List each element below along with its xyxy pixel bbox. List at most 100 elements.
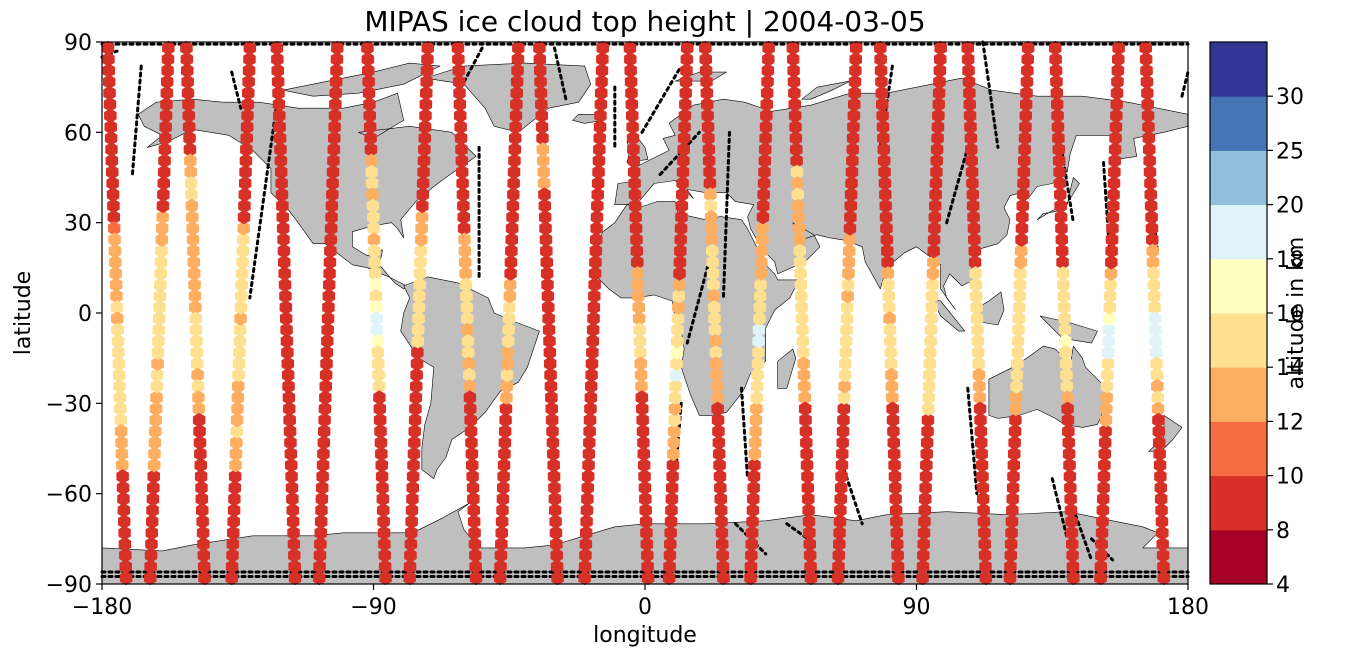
cloud-point — [1008, 446, 1021, 462]
cloud-point — [505, 221, 519, 236]
cloud-point — [790, 142, 803, 157]
cloud-point — [974, 412, 987, 428]
no-cloud-track-segment — [721, 130, 731, 300]
cloud-point — [1144, 198, 1158, 214]
cloud-point — [159, 131, 172, 146]
cloud-point — [880, 232, 894, 247]
cloud-point — [197, 548, 210, 563]
cloud-point — [275, 176, 288, 191]
cloud-point — [888, 458, 901, 473]
y-axis-ticks: −90 −60 −30 0 30 60 90 — [46, 31, 102, 598]
cloud-point — [285, 480, 299, 495]
x-tick-label: 90 — [903, 595, 931, 620]
cloud-point — [417, 164, 430, 180]
cloud-point — [1140, 74, 1154, 89]
cloud-point — [1153, 435, 1166, 450]
cloud-point — [547, 458, 560, 473]
cloud-point — [375, 458, 388, 473]
cloud-point — [1111, 63, 1125, 78]
cloud-point — [975, 446, 988, 462]
cloud-point — [627, 164, 641, 180]
cloud-point — [1063, 458, 1076, 473]
cloud-point — [158, 142, 172, 157]
cloud-point — [832, 559, 845, 574]
cloud-point — [499, 401, 513, 416]
colorbar-band — [1210, 42, 1267, 97]
cloud-point — [922, 390, 935, 405]
cloud-point — [113, 367, 126, 383]
cloud-point — [467, 491, 480, 507]
cloud-point — [322, 288, 336, 304]
cloud-point — [362, 74, 375, 89]
cloud-point — [369, 288, 383, 304]
cloud-point — [884, 345, 897, 360]
cloud-point — [281, 345, 294, 360]
cloud-point — [833, 537, 846, 552]
cloud-point — [749, 412, 763, 428]
cloud-point — [933, 74, 946, 89]
cloud-point — [144, 559, 157, 574]
no-cloud-track-segment — [740, 386, 750, 481]
cloud-point — [713, 458, 726, 473]
cloud-point — [152, 311, 166, 326]
cloud-point — [239, 176, 252, 191]
cloud-point — [716, 548, 729, 563]
cloud-point — [504, 255, 518, 270]
cloud-point — [760, 85, 774, 101]
cloud-point — [286, 514, 300, 529]
cloud-point — [704, 210, 718, 225]
cloud-point — [366, 187, 379, 202]
cloud-point — [704, 198, 717, 214]
cloud-point — [378, 559, 392, 574]
cloud-point — [495, 525, 508, 541]
cloud-point — [502, 334, 515, 349]
cloud-point — [882, 300, 896, 315]
cloud-point — [466, 480, 480, 495]
cloud-point — [875, 85, 889, 101]
cloud-point — [500, 390, 513, 405]
cloud-point — [927, 243, 940, 259]
cloud-point — [715, 525, 729, 541]
cloud-point — [1050, 85, 1063, 101]
no-cloud-track-segment — [1180, 70, 1190, 98]
cloud-point — [365, 164, 378, 180]
cloud-point — [1112, 52, 1125, 67]
cloud-point — [831, 570, 845, 586]
cloud-point — [283, 412, 296, 428]
cloud-point — [159, 108, 173, 123]
cloud-point — [711, 401, 724, 416]
cloud-point — [462, 356, 475, 371]
cloud-point — [1097, 491, 1110, 507]
colorbar-band — [1210, 529, 1267, 585]
cloud-point — [413, 288, 426, 304]
cloud-point — [287, 525, 300, 541]
cloud-point — [315, 503, 328, 518]
cloud-point — [420, 74, 433, 89]
cloud-point — [113, 379, 126, 394]
cloud-point — [1150, 367, 1164, 383]
cloud-point — [468, 537, 482, 552]
cloud-point — [921, 424, 934, 439]
cloud-point — [754, 288, 767, 304]
cloud-point — [1062, 435, 1075, 450]
cloud-point — [157, 187, 170, 202]
cloud-point — [1148, 300, 1161, 315]
cloud-point — [702, 142, 715, 157]
cloud-point — [277, 232, 290, 247]
cloud-point — [328, 131, 341, 146]
cloud-point — [197, 537, 210, 552]
cloud-point — [1051, 119, 1065, 135]
cloud-point — [847, 108, 861, 123]
cloud-point — [412, 300, 426, 315]
cloud-point — [1112, 40, 1125, 56]
cloud-point — [1098, 446, 1111, 462]
cloud-point — [154, 277, 167, 292]
cloud-point — [183, 142, 197, 157]
cloud-point — [1100, 379, 1114, 394]
cloud-point — [1056, 255, 1069, 270]
cloud-point — [551, 570, 564, 586]
cloud-point — [107, 198, 120, 214]
cloud-point — [751, 367, 764, 383]
cloud-point — [1110, 85, 1124, 101]
cloud-point — [469, 570, 483, 586]
